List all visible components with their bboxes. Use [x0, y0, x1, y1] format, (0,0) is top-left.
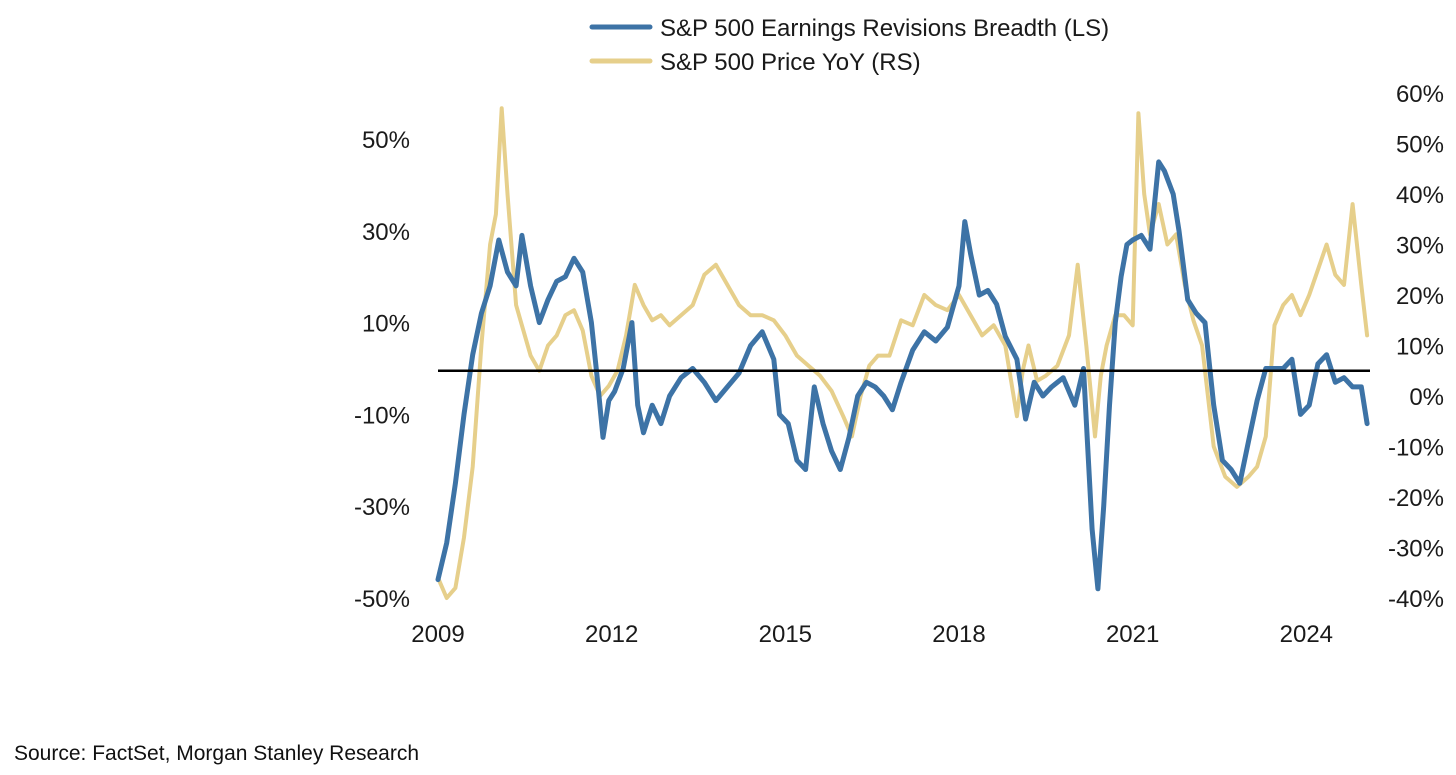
x-axis-tick-label: 2009: [411, 621, 464, 648]
legend-label-price-yoy: S&P 500 Price YoY (RS): [660, 49, 921, 76]
x-axis: 2009 2012 2015 2018 2021 2024: [411, 621, 1333, 648]
x-axis-tick-label: 2024: [1280, 621, 1333, 648]
x-axis-tick-label: 2015: [759, 621, 812, 648]
right-axis-tick-label: -40%: [1388, 586, 1444, 613]
right-axis-tick-label: -10%: [1388, 435, 1444, 462]
right-axis-tick-label: -20%: [1388, 485, 1444, 512]
x-axis-tick-label: 2021: [1106, 621, 1159, 648]
chart-area: S&P 500 Earnings Revisions Breadth (LS) …: [354, 15, 1444, 648]
series-group: [435, 106, 1370, 600]
series-line-price-yoy: [436, 106, 1370, 600]
x-axis-tick-label: 2018: [932, 621, 985, 648]
right-axis-tick-label: 30%: [1396, 233, 1444, 260]
right-axis-tick-label: 10%: [1396, 334, 1444, 361]
left-axis-tick-label: -10%: [354, 402, 410, 429]
right-axis-tick-label: 20%: [1396, 283, 1444, 310]
right-axis-tick-label: 50%: [1396, 132, 1444, 159]
x-axis-tick-label: 2012: [585, 621, 638, 648]
left-y-axis: -50% -30% -10% 10% 30% 50%: [354, 127, 410, 613]
source-note: Source: FactSet, Morgan Stanley Research: [14, 742, 420, 765]
left-axis-tick-label: 10%: [362, 311, 410, 338]
right-axis-tick-label: 40%: [1396, 182, 1444, 209]
right-axis-tick-label: -30%: [1388, 536, 1444, 563]
right-axis-tick-label: 60%: [1396, 81, 1444, 108]
left-axis-tick-label: 30%: [362, 219, 410, 246]
left-axis-tick-label: 50%: [362, 127, 410, 154]
right-axis-tick-label: 0%: [1409, 384, 1444, 411]
legend-label-earnings-revisions: S&P 500 Earnings Revisions Breadth (LS): [660, 15, 1109, 42]
series-line-earnings-revisions: [435, 159, 1370, 592]
left-axis-tick-label: -50%: [354, 586, 410, 613]
right-y-axis: -40% -30% -20% -10% 0% 10% 20% 30% 40% 50% 60%: [1388, 81, 1444, 613]
legend: S&P 500 Earnings Revisions Breadth (LS) …: [589, 15, 1109, 76]
left-axis-tick-label: -30%: [354, 494, 410, 521]
